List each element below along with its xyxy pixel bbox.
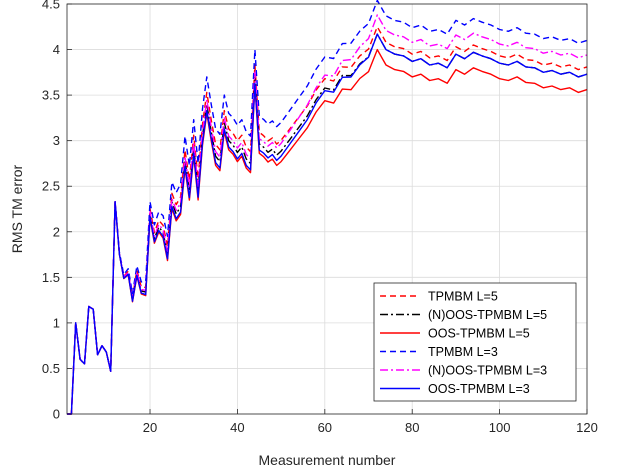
y-tick-label: 3.5	[42, 88, 60, 103]
y-tick-label: 4.5	[42, 0, 60, 12]
legend-entry-label: TPMBM L=3	[428, 345, 498, 359]
y-tick-label: 2.5	[42, 179, 60, 194]
plot-frame	[66, 3, 588, 415]
legend-entry-label: OOS-TPMBM L=3	[428, 382, 530, 396]
y-axis-label: RMS TM error	[9, 164, 25, 253]
x-tick-label: 100	[489, 420, 511, 435]
legend-entry-label: OOS-TPMBM L=5	[428, 327, 530, 341]
ticks: 20 40 60 80 100 120 0 0.5 1 1.5 2 2.5 3 3.5 4 4.5	[42, 0, 598, 435]
legend: TPMBM L=5 (N)OOS-TPMBM L=5 OOS-TPMBM L=5 TP…	[373, 282, 577, 402]
y-tick-label: 0	[53, 407, 60, 422]
y-tick-label: 4	[53, 42, 60, 57]
legend-entry-label: (N)OOS-TPMBM L=3	[428, 364, 547, 378]
legend-entry-label: (N)OOS-TPMBM L=5	[428, 308, 547, 322]
legend-entry-label: TPMBM L=5	[428, 290, 498, 304]
x-axis-label: Measurement number	[259, 452, 396, 468]
y-tick-label: 2	[53, 224, 60, 239]
series-line	[67, 0, 588, 415]
x-tick-label: 20	[143, 420, 157, 435]
series-line	[67, 33, 588, 415]
x-tick-label: 120	[576, 420, 598, 435]
x-tick-label: 40	[230, 420, 244, 435]
x-tick-label: 80	[405, 420, 419, 435]
y-tick-label: 0.5	[42, 361, 60, 376]
legend-box	[373, 282, 577, 402]
grid	[67, 3, 588, 415]
series-layer	[67, 0, 588, 415]
y-tick-label: 3	[53, 133, 60, 148]
y-tick-label: 1.5	[42, 270, 60, 285]
x-tick-label: 60	[318, 420, 332, 435]
y-tick-label: 1	[53, 315, 60, 330]
